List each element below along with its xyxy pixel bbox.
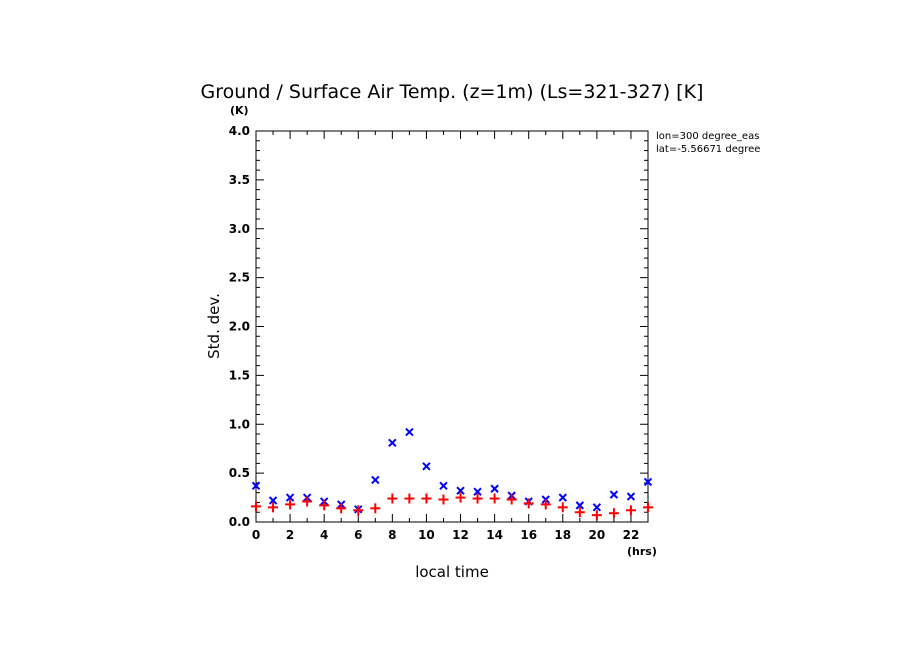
cross-marker — [371, 475, 380, 485]
x-tick-label: 2 — [286, 528, 294, 542]
x-tick-label: 18 — [554, 528, 571, 542]
x-tick-label: 0 — [252, 528, 260, 542]
y-axis-label: Std. dev. — [205, 293, 223, 359]
y-tick-label: 0.0 — [229, 515, 250, 529]
plus-marker — [268, 502, 279, 513]
plot-frame — [255, 130, 649, 523]
cross-marker — [626, 492, 636, 501]
plus-marker — [489, 493, 500, 504]
plus-marker — [336, 503, 347, 514]
x-unit-label: (hrs) — [627, 545, 657, 558]
cross-marker — [643, 477, 653, 487]
plus-marker — [523, 498, 534, 509]
x-tick-label: 10 — [418, 528, 435, 542]
cross-marker — [405, 427, 414, 437]
plus-marker — [506, 494, 517, 505]
chart-title: Ground / Surface Air Temp. (z=1m) (Ls=32… — [201, 81, 704, 103]
plus-marker — [251, 501, 261, 512]
plus-marker — [302, 496, 313, 507]
axis-ticks — [255, 130, 649, 523]
x-tick-label: 20 — [589, 528, 606, 542]
y-tick-label: 0.5 — [229, 466, 250, 480]
cross-marker — [422, 462, 431, 471]
plus-marker — [370, 503, 381, 514]
plus-marker — [472, 493, 483, 504]
plus-marker — [319, 500, 330, 511]
y-tick-labels: 0.0 0.5 1.0 1.5 2.0 2.5 3.0 3.5 4.0 — [229, 124, 250, 529]
cross-marker — [285, 493, 295, 502]
plus-marker — [353, 505, 364, 516]
x-tick-labels: 0 2 4 6 8 10 12 14 16 18 20 22 — [252, 528, 639, 542]
plus-marker — [557, 502, 568, 513]
y-unit-label: (K) — [230, 104, 249, 117]
cross-marker — [575, 501, 585, 510]
x-tick-label: 16 — [520, 528, 537, 542]
plus-marker — [574, 507, 585, 518]
plus-marker — [540, 499, 551, 510]
cross-marker — [251, 481, 261, 491]
plus-marker — [387, 493, 398, 504]
cross-marker — [490, 484, 499, 493]
plus-marker — [455, 492, 466, 503]
plus-marker — [404, 493, 415, 504]
cross-marker — [473, 487, 482, 496]
plus-marker — [438, 494, 449, 505]
x-tick-label: 6 — [354, 528, 362, 542]
plus-marker — [625, 505, 636, 516]
y-tick-label: 2.0 — [229, 320, 250, 334]
x-tick-label: 4 — [320, 528, 328, 542]
cross-marker — [592, 503, 602, 512]
cross-marker — [558, 493, 567, 502]
x-tick-label: 12 — [452, 528, 469, 542]
y-tick-label: 1.5 — [229, 368, 250, 382]
y-tick-label: 4.0 — [229, 124, 250, 138]
annotation-lon: lon=300 degree_eas — [656, 131, 759, 142]
y-tick-label: 1.0 — [229, 417, 250, 431]
plus-marker — [591, 510, 602, 521]
plus-marker — [285, 499, 296, 510]
plus-marker — [643, 502, 653, 513]
y-tick-label: 2.5 — [229, 271, 250, 285]
annotation-lat: lat=-5.56671 degree — [656, 144, 760, 155]
cross-marker — [456, 486, 465, 495]
data-points — [251, 427, 653, 521]
y-tick-label: 3.5 — [229, 173, 250, 187]
y-tick-label: 3.0 — [229, 222, 250, 236]
cross-marker — [609, 490, 619, 499]
x-tick-label: 8 — [388, 528, 396, 542]
plus-marker — [608, 508, 619, 519]
cross-marker — [268, 496, 278, 505]
cross-marker — [439, 481, 448, 491]
cross-marker — [388, 438, 397, 448]
x-tick-label: 14 — [486, 528, 503, 542]
x-axis-label: local time — [415, 563, 489, 581]
plus-marker — [421, 493, 432, 504]
x-tick-label: 22 — [623, 528, 640, 542]
